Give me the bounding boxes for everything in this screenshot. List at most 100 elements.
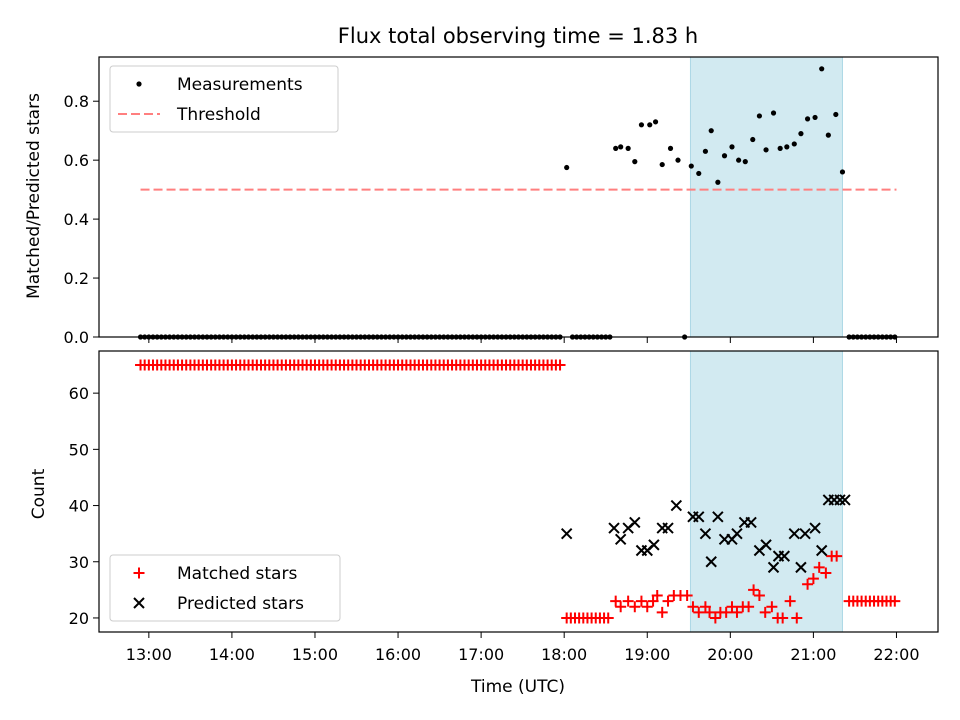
predicted-star-point [809, 522, 821, 534]
bottom-highlight-band [689, 350, 843, 633]
predicted-star-point [614, 533, 627, 545]
x-tick-label: 22:00 [873, 645, 919, 664]
matched-star-point [820, 567, 832, 579]
matched-star-point [784, 595, 796, 607]
predicted-star-point [839, 494, 851, 506]
predicted-star-point [834, 494, 846, 506]
predicted-star-point [560, 527, 573, 540]
x-tick-label: 14:00 [209, 645, 255, 664]
measurement-point [791, 141, 797, 147]
bottom-panel-frame [98, 350, 939, 633]
measurement-point [625, 145, 631, 151]
matched-star-point [791, 612, 803, 624]
measurement-point [715, 179, 721, 185]
matched-star-point [615, 601, 627, 613]
matched-star-point [813, 561, 825, 573]
legend-matched-label: Matched stars [177, 564, 297, 584]
matched-star-point [720, 606, 732, 618]
matched-star-point [554, 359, 566, 371]
matched-star-point [709, 612, 721, 624]
legend-predicted-label: Predicted stars [177, 594, 304, 614]
x-tick-label: 16:00 [375, 645, 421, 664]
matched-star-point [629, 601, 641, 613]
matched-star-point [731, 606, 743, 618]
matched-star-point [753, 589, 765, 601]
measurement-point [702, 148, 709, 154]
measurement-point [613, 145, 619, 151]
matched-star-point [807, 573, 819, 585]
measurement-point [688, 163, 694, 169]
top-y-tick-label: 0.8 [64, 92, 89, 111]
measurement-point [564, 164, 570, 171]
matched-star-point [889, 595, 901, 607]
predicted-star-point [712, 511, 724, 523]
measurement-point [675, 157, 681, 163]
measurement-point [833, 111, 839, 118]
top-legend-box [109, 65, 339, 133]
matched-star-point [681, 589, 693, 601]
matched-star-point [622, 595, 634, 607]
predicted-star-point [760, 539, 772, 551]
measurement-point [618, 144, 624, 150]
measurement-point [659, 161, 665, 168]
matched-star-point [699, 601, 711, 613]
x-tick-label: 13:00 [126, 645, 172, 664]
predicted-star-point [670, 499, 683, 512]
legend-measurements-label: Measurements [177, 75, 303, 95]
top-highlight-band [689, 56, 843, 338]
x-tick-label: 21:00 [790, 645, 836, 664]
x-tick-label: 20:00 [707, 645, 753, 664]
predicted-star-point [705, 556, 717, 568]
top-y-tick-label: 0.4 [64, 210, 89, 229]
x-axis-label: Time (UTC) [470, 677, 565, 697]
matched-star-point [662, 595, 674, 607]
predicted-star-point [778, 550, 791, 562]
measurement-point [825, 132, 831, 138]
measurement-point [696, 170, 702, 177]
count-panel: 20 30 40 50 60 13:00 14:00 15:00 16:00 17:00 18:00… [69, 350, 939, 664]
measurement-point [777, 145, 783, 151]
predicted-star-point [608, 522, 620, 534]
matched-star-point [641, 601, 653, 613]
measurement-point [812, 114, 818, 121]
matched-star-point [726, 601, 738, 613]
measurement-point [839, 169, 846, 175]
legend-predicted-marker [133, 597, 145, 609]
top-panel-frame [98, 56, 939, 338]
bottom-y-tick-label: 60 [69, 384, 89, 403]
bottom-y-axis-label: Count [29, 468, 49, 519]
legend-measurements-marker [136, 81, 142, 87]
matched-star-point [687, 601, 699, 613]
measurement-point [763, 147, 769, 153]
measurement-point [770, 110, 777, 116]
bottom-legend-box [109, 554, 341, 622]
predicted-star-point [699, 527, 712, 540]
matched-star-point [651, 589, 663, 601]
matched-star-point [610, 595, 622, 607]
x-tick-label: 19:00 [624, 645, 670, 664]
bottom-y-tick-label: 40 [69, 497, 89, 516]
matched-star-point [743, 601, 755, 613]
predicted-star-point [693, 511, 705, 523]
chart-title: Flux total observing time = 1.83 h [338, 24, 698, 48]
bottom-y-tick-label: 50 [69, 440, 89, 459]
legend-matched-marker [133, 567, 145, 579]
predicted-star-point [815, 544, 828, 557]
predicted-star-point [799, 527, 811, 540]
matched-star-point [748, 584, 760, 596]
measurement-point [729, 144, 735, 150]
predicted-star-point [629, 516, 641, 529]
top-y-tick-label: 0.2 [64, 269, 89, 288]
measurement-point [652, 119, 659, 125]
bottom-legend: Matched stars Predicted stars [109, 554, 341, 622]
predicted-star-point [731, 527, 743, 540]
matched-star-point [647, 595, 659, 607]
measurement-point [784, 144, 790, 150]
matched-star-point [704, 606, 716, 618]
top-legend: Measurements Threshold [109, 65, 339, 133]
measurement-point [756, 113, 763, 119]
matched-star-point [766, 601, 778, 613]
matched-star-point [693, 606, 705, 618]
predicted-star-point [745, 516, 757, 529]
